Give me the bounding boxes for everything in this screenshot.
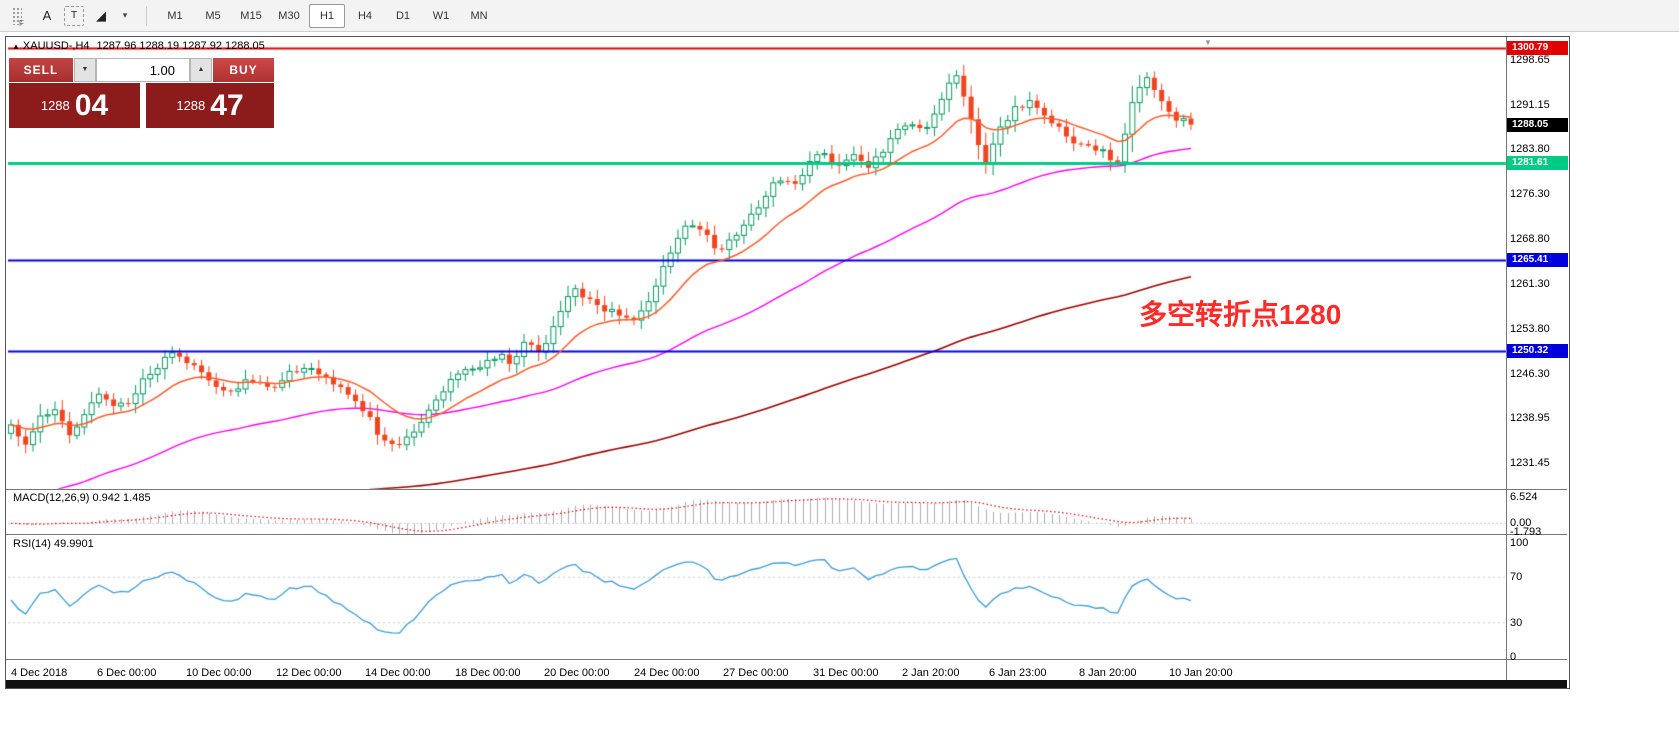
timeframe-button-mn[interactable]: MN bbox=[470, 9, 488, 22]
draw-tools-icon[interactable]: ◢ bbox=[96, 7, 106, 23]
rsi-axis-label: 100 bbox=[1510, 537, 1529, 549]
time-axis-label: 20 Dec 00:00 bbox=[544, 667, 610, 679]
symbol-triangle-icon: ▲ bbox=[12, 42, 20, 51]
sell-price-pips: 04 bbox=[74, 88, 109, 122]
time-axis-label: 31 Dec 00:00 bbox=[813, 667, 879, 679]
rsi-indicator-label: RSI(14) 49.9901 bbox=[13, 538, 94, 550]
price-scale-label: 1246.30 bbox=[1510, 368, 1550, 381]
price-scale-label: 1253.80 bbox=[1510, 323, 1550, 336]
timeframe-button-h4[interactable]: H4 bbox=[357, 9, 373, 22]
time-axis-label: 14 Dec 00:00 bbox=[365, 667, 431, 679]
time-axis-label: 27 Dec 00:00 bbox=[723, 667, 789, 679]
toolbar: F A T ◢ ▾ M1 M5 M15 M30 H1 H4 D1 W1 MN bbox=[0, 0, 1679, 32]
macd-axis-label: -1.793 bbox=[1510, 525, 1542, 538]
volume-increase-button[interactable]: ▲ bbox=[190, 58, 212, 82]
price-scale-label: 1268.80 bbox=[1510, 233, 1550, 246]
price-scale-label: 1283.80 bbox=[1510, 143, 1550, 156]
price-scale-divider[interactable] bbox=[1506, 37, 1507, 680]
time-axis-label: 6 Dec 00:00 bbox=[97, 667, 157, 679]
timeframe-button-h1[interactable]: H1 bbox=[309, 3, 345, 28]
price-chart-canvas[interactable] bbox=[6, 37, 1569, 688]
timeframe-button-m5[interactable]: M5 bbox=[205, 9, 221, 22]
rsi-axis-label: 30 bbox=[1510, 616, 1523, 629]
chart-shift-marker-icon[interactable]: ▼ bbox=[1204, 38, 1212, 47]
sell-price-display[interactable]: 1288 04 bbox=[9, 83, 140, 128]
time-axis-label: 18 Dec 00:00 bbox=[455, 667, 521, 679]
buy-button[interactable]: BUY bbox=[213, 58, 274, 82]
pane-divider-macd-top[interactable] bbox=[6, 489, 1567, 490]
chart-title: ▲ XAUUSD-,H4 1287.96 1288.19 1287.92 1288.… bbox=[12, 40, 265, 52]
time-axis-label: 2 Jan 20:00 bbox=[902, 667, 960, 679]
price-level-tag: 1281.61 bbox=[1507, 156, 1568, 171]
window-bottom-edge bbox=[6, 680, 1567, 688]
price-scale-label: 1261.30 bbox=[1510, 278, 1550, 291]
time-axis-label: 12 Dec 00:00 bbox=[276, 667, 342, 679]
sell-price-main: 1288 bbox=[40, 98, 70, 113]
timeframe-button-m1[interactable]: M1 bbox=[167, 9, 183, 22]
draw-tools-dropdown-icon[interactable]: ▾ bbox=[122, 10, 128, 20]
price-scale-label: 1298.65 bbox=[1510, 54, 1550, 66]
volume-input[interactable] bbox=[96, 58, 190, 82]
time-axis-label: 24 Dec 00:00 bbox=[634, 667, 700, 679]
label-tool-icon[interactable]: A bbox=[42, 8, 52, 23]
chart-text-annotation[interactable]: 多空转折点1280 bbox=[1139, 299, 1342, 330]
buy-price-pips: 47 bbox=[210, 88, 244, 122]
price-scale-label: 1231.45 bbox=[1510, 457, 1550, 470]
chart-ohlc-values: 1287.96 1288.19 1287.92 1288.05 bbox=[96, 40, 265, 52]
one-click-trading-panel: SELL ▼ ▲ BUY 1288 04 1288 47 bbox=[9, 58, 274, 128]
macd-axis-label: 6.524 bbox=[1510, 491, 1538, 503]
macd-axis-label: 0.00 bbox=[1510, 517, 1532, 530]
timeframe-button-w1[interactable]: W1 bbox=[432, 9, 450, 22]
time-axis-label: 4 Dec 2018 bbox=[11, 667, 68, 679]
chart-window: ▼ ▲ XAUUSD-,H4 1287.96 1288.19 1287.92 128… bbox=[5, 36, 1570, 689]
toolbar-separator bbox=[146, 5, 147, 26]
gripper-f-label: F bbox=[19, 18, 24, 28]
macd-indicator-label: MACD(12,26,9) 0.942 1.485 bbox=[13, 492, 151, 504]
price-level-tag: 1288.05 bbox=[1507, 117, 1568, 132]
sell-button[interactable]: SELL bbox=[9, 58, 73, 82]
timeframe-button-m30[interactable]: M30 bbox=[278, 9, 300, 22]
pane-divider-macd-bottom[interactable] bbox=[6, 534, 1567, 535]
price-level-tag: 1300.79 bbox=[1507, 41, 1568, 56]
timeframe-group: M1 M5 M15 M30 H1 H4 D1 W1 MN bbox=[157, 3, 497, 28]
price-scale-label: 1291.15 bbox=[1510, 99, 1550, 111]
timeframe-button-d1[interactable]: D1 bbox=[395, 9, 411, 22]
price-level-tag: 1250.32 bbox=[1507, 343, 1568, 358]
buy-price-main: 1288 bbox=[176, 98, 206, 113]
timeframe-button-m15[interactable]: M15 bbox=[240, 9, 262, 22]
rsi-axis-label: 0 bbox=[1510, 651, 1517, 663]
pane-divider-rsi-bottom[interactable] bbox=[6, 659, 1567, 660]
time-axis-label: 10 Jan 20:00 bbox=[1169, 667, 1233, 679]
text-tool-icon[interactable]: T bbox=[64, 5, 84, 26]
toolbar-gripper[interactable]: F bbox=[4, 3, 30, 29]
time-axis-label: 8 Jan 20:00 bbox=[1079, 667, 1137, 679]
gripper-dots-icon bbox=[12, 6, 22, 25]
price-scale-label: 1276.30 bbox=[1510, 188, 1550, 201]
price-level-tag: 1265.41 bbox=[1507, 253, 1568, 268]
buy-price-display[interactable]: 1288 47 bbox=[146, 83, 274, 128]
time-axis-label: 6 Jan 23:00 bbox=[989, 667, 1047, 679]
rsi-axis-label: 70 bbox=[1510, 571, 1523, 584]
chart-symbol-period: XAUUSD-,H4 bbox=[22, 40, 90, 52]
volume-decrease-button[interactable]: ▼ bbox=[74, 58, 96, 82]
price-scale-label: 1238.95 bbox=[1510, 412, 1550, 425]
time-axis-label: 10 Dec 00:00 bbox=[186, 667, 252, 679]
